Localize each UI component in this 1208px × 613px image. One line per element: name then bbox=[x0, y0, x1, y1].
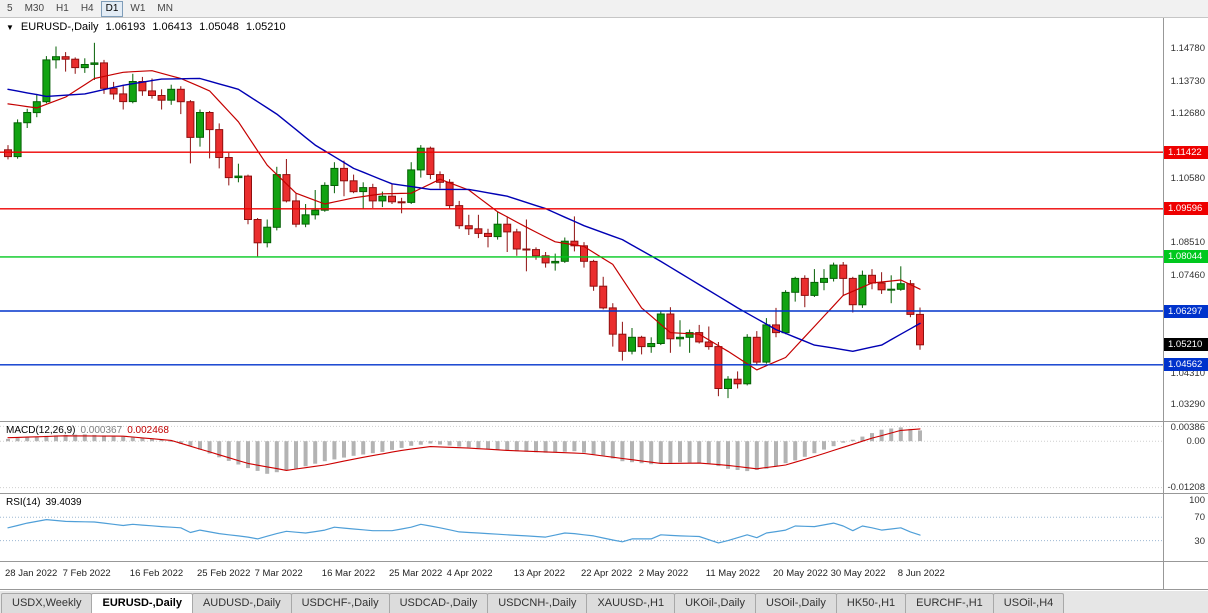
macd-signal-value: 0.002468 bbox=[127, 425, 169, 436]
date-axis-label: 8 Jun 2022 bbox=[897, 568, 945, 579]
price-axis-label: 1.14780 bbox=[1170, 43, 1205, 55]
timeframe-toolbar: 5 M30 H1 H4 D1 W1 MN bbox=[0, 0, 1208, 18]
ohlc-close: 1.05210 bbox=[245, 21, 286, 33]
date-axis-label: 16 Mar 2022 bbox=[321, 568, 376, 579]
chart-tab-audusd-daily[interactable]: AUDUSD-,Daily bbox=[191, 593, 292, 613]
ohlc-open: 1.06193 bbox=[105, 21, 146, 33]
rsi-label: RSI(14) bbox=[6, 497, 41, 508]
timeframe-button-h1[interactable]: H1 bbox=[56, 2, 69, 14]
rsi-axis-label: 70 bbox=[1194, 512, 1205, 524]
ohlc-low: 1.05048 bbox=[199, 21, 239, 33]
timeframe-button-mn[interactable]: MN bbox=[157, 2, 173, 14]
timeframe-button-m30[interactable]: M30 bbox=[24, 2, 45, 14]
macd-axis-label: -0.01208 bbox=[1167, 482, 1205, 493]
price-axis-label: 1.12680 bbox=[1170, 108, 1205, 120]
macd-label: MACD(12,26,9) bbox=[6, 425, 76, 436]
price-axis[interactable]: 1.14780 1.13730 1.12680 1.10580 1.08510 1.074… bbox=[1163, 18, 1208, 421]
date-axis-label: 11 May 2022 bbox=[705, 568, 761, 579]
date-axis-label: 16 Feb 2022 bbox=[129, 568, 184, 579]
rsi-axis: 100 70 30 bbox=[1163, 494, 1208, 561]
date-axis-label: 2 May 2022 bbox=[638, 568, 689, 579]
date-axis-label: 22 Apr 2022 bbox=[581, 568, 633, 579]
date-axis-label: 4 Apr 2022 bbox=[446, 568, 493, 579]
macd-axis: 0.00386 0.00 -0.01208 bbox=[1163, 422, 1208, 493]
chart-tab-xauusd-h1[interactable]: XAUUSD-,H1 bbox=[586, 593, 676, 613]
chart-symbol: EURUSD-,Daily bbox=[20, 21, 99, 33]
rsi-panel[interactable]: RSI(14) 39.4039 100 70 30 bbox=[0, 494, 1208, 562]
candlestick-chart[interactable] bbox=[0, 18, 1163, 421]
rsi-title: RSI(14) 39.4039 bbox=[6, 497, 82, 508]
date-axis-label: 7 Mar 2022 bbox=[254, 568, 303, 579]
macd-axis-label: 0.00386 bbox=[1170, 422, 1205, 433]
chart-tab-eurchf-h1[interactable]: EURCHF-,H1 bbox=[905, 593, 994, 613]
chart-tabbar: USDX,Weekly EURUSD-,Daily AUDUSD-,Daily USD… bbox=[0, 590, 1208, 613]
price-level-tag: 1.04562 bbox=[1164, 358, 1208, 372]
macd-title: MACD(12,26,9) 0.000367 0.002468 bbox=[6, 425, 169, 436]
date-axis-label: 28 Jan 2022 bbox=[5, 568, 58, 579]
symbol-dropdown-icon[interactable]: ▼ bbox=[6, 22, 14, 32]
chart-tab-eurusd-daily[interactable]: EURUSD-,Daily bbox=[91, 593, 193, 613]
price-axis-label: 1.08510 bbox=[1170, 237, 1205, 249]
timeframe-button-w1[interactable]: W1 bbox=[130, 2, 146, 14]
macd-indicator-chart[interactable] bbox=[0, 422, 1163, 493]
price-axis-label: 1.04310 bbox=[1170, 367, 1205, 379]
timeframe-button-5[interactable]: 5 bbox=[7, 2, 13, 14]
chart-tab-usdchf-daily[interactable]: USDCHF-,Daily bbox=[290, 593, 390, 613]
date-axis-label: 30 May 2022 bbox=[830, 568, 886, 579]
chart-tab-usdx-weekly[interactable]: USDX,Weekly bbox=[1, 593, 93, 613]
current-price-tag: 1.05210 bbox=[1164, 338, 1208, 352]
chart-tab-ukoil-daily[interactable]: UKOil-,Daily bbox=[674, 593, 756, 613]
price-level-tag: 1.06297 bbox=[1164, 304, 1208, 318]
date-axis-label: 25 Feb 2022 bbox=[197, 568, 251, 579]
chart-tab-usoil-h4[interactable]: USOil-,H4 bbox=[992, 593, 1065, 613]
macd-panel[interactable]: MACD(12,26,9) 0.000367 0.002468 0.00386 0… bbox=[0, 422, 1208, 494]
date-axis-label: 25 Mar 2022 bbox=[389, 568, 443, 579]
ohlc-high: 1.06413 bbox=[152, 21, 193, 33]
date-axis-label: 13 Apr 2022 bbox=[513, 568, 566, 579]
price-axis-label: 1.13730 bbox=[1170, 75, 1205, 87]
price-axis-label: 1.07460 bbox=[1170, 269, 1205, 281]
date-axis-label: 20 May 2022 bbox=[773, 568, 828, 579]
chart-tab-usdcnh-daily[interactable]: USDCNH-,Daily bbox=[487, 593, 588, 613]
rsi-axis-label: 30 bbox=[1194, 535, 1205, 547]
main-chart-panel[interactable]: ▼ EURUSD-,Daily 1.06193 1.06413 1.05048 … bbox=[0, 18, 1208, 422]
rsi-value: 39.4039 bbox=[45, 497, 82, 508]
chart-tab-usoil-daily[interactable]: USOil-,Daily bbox=[754, 593, 837, 613]
price-axis-label: 1.10580 bbox=[1170, 173, 1205, 185]
price-axis-label: 1.03290 bbox=[1170, 399, 1205, 411]
rsi-indicator-chart[interactable] bbox=[0, 494, 1163, 561]
price-level-tag: 1.08044 bbox=[1164, 250, 1208, 264]
chart-tab-hk50-h1[interactable]: HK50-,H1 bbox=[835, 593, 907, 613]
chart-title: ▼ EURUSD-,Daily 1.06193 1.06413 1.05048 … bbox=[6, 21, 286, 33]
date-axis-label: 7 Feb 2022 bbox=[62, 568, 111, 579]
time-axis-corner bbox=[1163, 562, 1208, 589]
timeframe-button-d1[interactable]: D1 bbox=[100, 0, 124, 17]
time-axis[interactable]: 28 Jan 2022 7 Feb 2022 16 Feb 2022 25 Feb 2… bbox=[0, 562, 1208, 590]
rsi-axis-label: 100 bbox=[1189, 494, 1205, 506]
chart-tab-usdcad-daily[interactable]: USDCAD-,Daily bbox=[388, 593, 489, 613]
price-level-tag: 1.09596 bbox=[1164, 202, 1208, 216]
timeframe-button-h4[interactable]: H4 bbox=[80, 2, 94, 14]
macd-main-value: 0.000367 bbox=[80, 425, 123, 436]
macd-axis-label: 0.00 bbox=[1186, 436, 1206, 448]
price-level-tag: 1.11422 bbox=[1164, 145, 1208, 159]
